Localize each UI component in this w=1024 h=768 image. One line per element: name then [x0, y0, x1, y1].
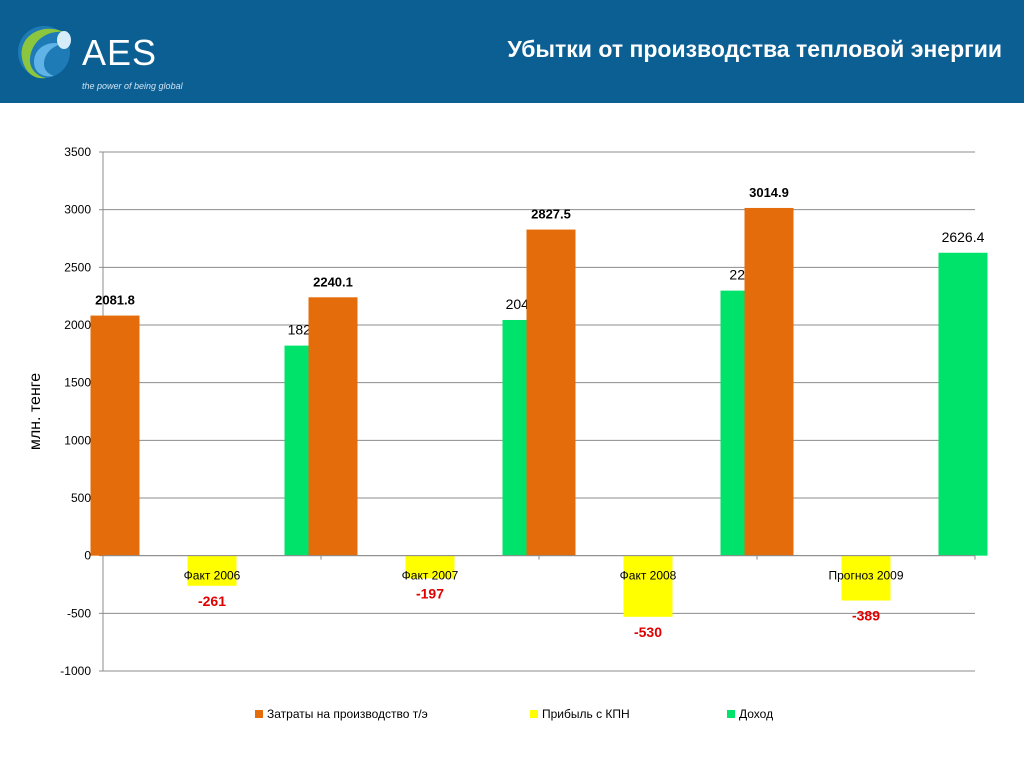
y-axis-label: млн. тенге — [27, 373, 44, 450]
y-tick-label: 0 — [84, 549, 91, 563]
data-label: -389 — [852, 608, 880, 624]
data-label: 3014.9 — [749, 185, 789, 200]
legend-item: Затраты на производство т/э — [255, 707, 428, 721]
x-tick-label: Факт 2007 — [402, 569, 459, 583]
legend-label: Затраты на производство т/э — [267, 707, 428, 721]
header-bar: AES the power of being global Убытки от … — [0, 0, 1024, 103]
bar-costs — [744, 207, 794, 556]
logo-tagline: the power of being global — [82, 81, 183, 91]
y-tick-label: 3500 — [64, 145, 91, 159]
y-tick-label: 1500 — [64, 376, 91, 390]
bar-chart: 3500 3000 2500 2000 1500 1000 500 0 -500 -1000 млн… — [27, 145, 988, 678]
y-tick-label: 2000 — [64, 318, 91, 332]
bar-costs — [526, 229, 576, 556]
legend-swatch — [530, 710, 538, 718]
legend-label: Прибыль с КПН — [542, 707, 630, 721]
bar-profit — [841, 555, 891, 601]
y-tick-label: -1000 — [60, 664, 91, 678]
y-tick-label: 3000 — [64, 203, 91, 217]
bar-profit — [405, 555, 455, 579]
data-label: -261 — [198, 593, 226, 609]
legend-label: Доход — [739, 707, 774, 721]
data-label: -530 — [634, 624, 662, 640]
data-label: -197 — [416, 585, 444, 601]
x-tick-label: Факт 2006 — [184, 569, 241, 583]
data-label: 2626.4 — [942, 229, 985, 245]
y-tick-label: 2500 — [64, 260, 91, 274]
y-tick-label: 500 — [71, 491, 91, 505]
x-tick-label: Прогноз 2009 — [828, 569, 903, 583]
bar-costs — [308, 297, 358, 556]
legend-item: Доход — [727, 707, 773, 721]
bar-income — [938, 252, 988, 556]
logo-text: AES — [82, 32, 158, 73]
y-tick-label: -500 — [67, 606, 91, 620]
data-label: 2240.1 — [313, 274, 353, 289]
aes-logo: AES the power of being global — [12, 10, 190, 98]
legend-swatch — [727, 710, 735, 718]
y-tick-label: 1000 — [64, 433, 91, 447]
bar-costs — [90, 315, 140, 556]
legend-item: Прибыль с КПН — [530, 707, 630, 721]
bar-profit — [187, 555, 237, 586]
data-label: 2081.8 — [95, 293, 135, 308]
page-title: Убытки от производства тепловой энергии — [507, 36, 1002, 62]
globe-swirl-icon — [18, 26, 71, 79]
chart-legend: Затраты на производство т/э Прибыль с КПН… — [0, 707, 1024, 725]
x-tick-label: Факт 2008 — [620, 569, 677, 583]
data-label: 2827.5 — [531, 207, 571, 222]
legend-swatch — [255, 710, 263, 718]
bar-profit — [623, 555, 673, 617]
